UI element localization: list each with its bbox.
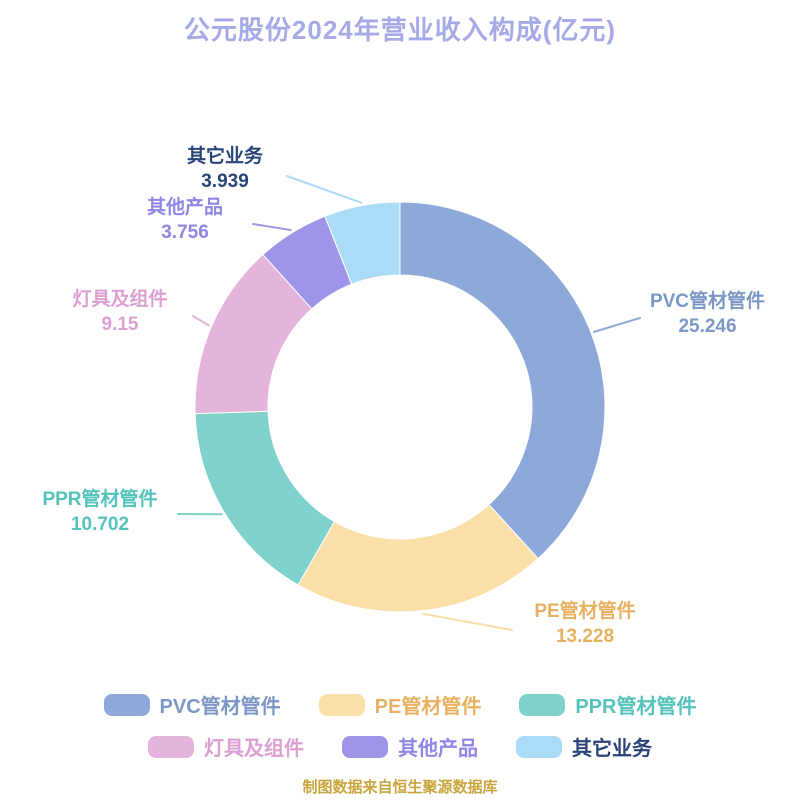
slice-label-name: 其它业务	[186, 146, 263, 167]
leader-line-1	[421, 612, 513, 631]
donut-slice-1[interactable]	[297, 503, 539, 613]
slice-label-value: 13.228	[555, 625, 615, 647]
legend-row-1: PVC管材管件 PE管材管件 PPR管材管件	[103, 690, 696, 719]
slice-label-name: 灯具及组件	[72, 289, 168, 310]
slice-label-value: 10.702	[70, 513, 130, 535]
donut-slice-0[interactable]	[399, 201, 606, 560]
slice-label-pe: PE管材管件 13.228	[495, 600, 675, 649]
slice-label-ppr: PPR管材管件 10.702	[10, 488, 190, 537]
leader-line-5	[286, 175, 363, 204]
legend-label-pvc: PVC管材管件	[159, 696, 281, 718]
slice-label-value: 3.939	[201, 170, 249, 192]
legend-label-other-business: 其它业务	[572, 738, 652, 760]
slice-label-name: 其他产品	[146, 197, 223, 218]
slice-label-pvc: PVC管材管件 25.246	[620, 290, 795, 339]
legend: PVC管材管件 PE管材管件 PPR管材管件 灯具及组件 其他产品 其	[0, 690, 800, 761]
slice-label-value: 3.756	[161, 221, 209, 243]
legend-swatch-pe	[318, 693, 365, 716]
donut-slice-5[interactable]	[324, 201, 401, 285]
data-source-caption: 制图数据来自恒生聚源数据库	[302, 779, 498, 796]
slice-label-value: 25.246	[678, 315, 737, 337]
legend-row-2: 灯具及组件 其他产品 其它业务	[148, 732, 652, 761]
legend-item-ppr[interactable]: PPR管材管件	[519, 690, 696, 719]
legend-label-pe: PE管材管件	[374, 696, 482, 718]
legend-label-ppr: PPR管材管件	[575, 696, 697, 718]
legend-item-pvc[interactable]: PVC管材管件	[103, 690, 281, 719]
leader-line-3	[192, 315, 210, 327]
legend-swatch-other-products	[342, 735, 388, 758]
slice-label-lighting: 灯具及组件 9.15	[30, 288, 210, 337]
leader-line-4	[252, 223, 292, 232]
legend-label-lighting: 灯具及组件	[204, 738, 304, 760]
legend-item-other-business[interactable]: 其它业务	[516, 732, 652, 761]
slice-label-name: PE管材管件	[534, 601, 636, 622]
leader-line-0	[592, 317, 641, 333]
legend-item-pe[interactable]: PE管材管件	[318, 690, 482, 719]
slice-label-name: PPR管材管件	[42, 489, 158, 510]
slice-label-other-products: 其他产品 3.756	[95, 196, 275, 245]
legend-swatch-ppr	[519, 693, 566, 716]
legend-swatch-lighting	[148, 735, 194, 758]
legend-swatch-pvc	[103, 693, 150, 716]
slice-label-value: 9.15	[101, 313, 139, 335]
chart-title: 公元股份2024年营业收入构成(亿元)	[183, 15, 617, 45]
legend-label-other-products: 其他产品	[398, 738, 478, 760]
slice-label-other-business: 其它业务 3.939	[135, 145, 315, 194]
legend-item-other-products[interactable]: 其他产品	[342, 732, 478, 761]
legend-item-lighting[interactable]: 灯具及组件	[148, 732, 304, 761]
donut-slice-2[interactable]	[194, 410, 336, 586]
slice-label-name: PVC管材管件	[649, 291, 766, 312]
legend-swatch-other-business	[516, 735, 562, 758]
